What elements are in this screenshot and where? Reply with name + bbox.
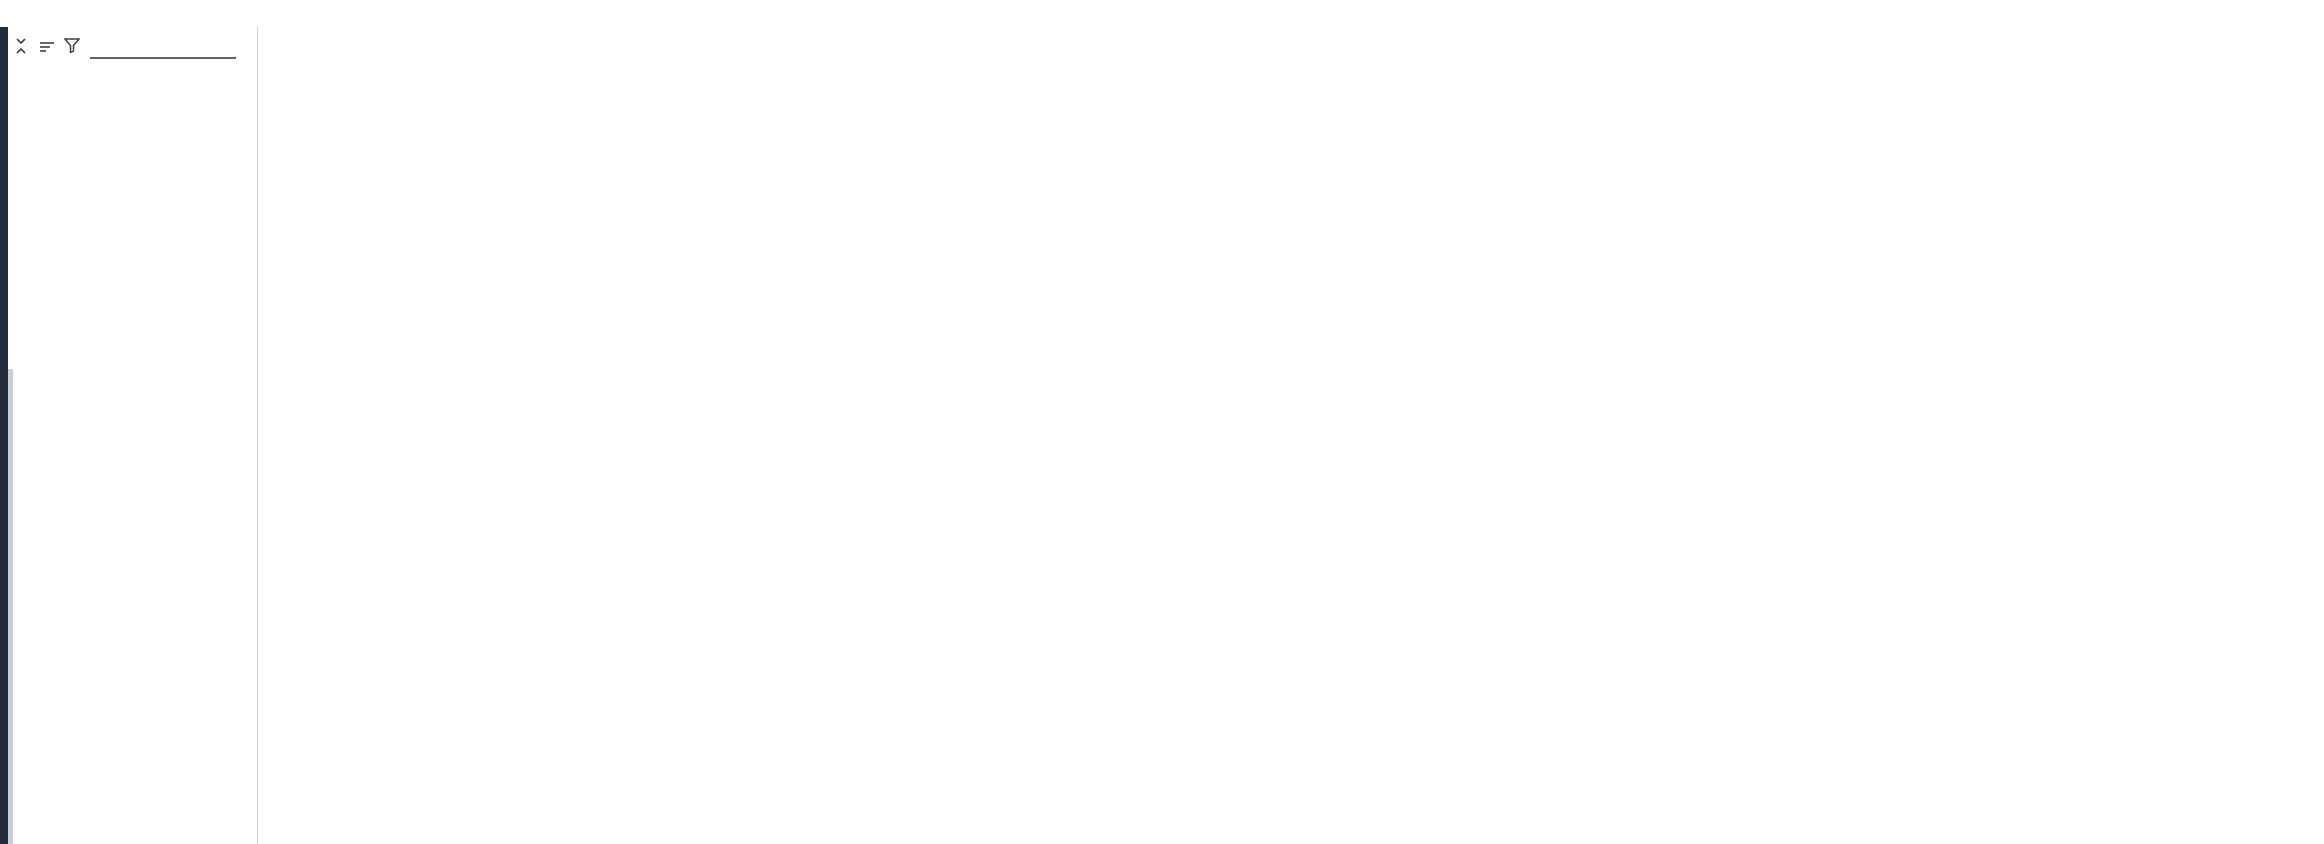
filter-funnel-icon[interactable] (63, 38, 81, 58)
left-edge-strip (0, 27, 8, 844)
collapse-all-icon[interactable] (14, 37, 28, 60)
sidebar-resizer[interactable] (257, 27, 258, 844)
workspace-selector[interactable] (90, 35, 236, 59)
sidebar-toolbar (0, 27, 2324, 65)
sort-lines-icon[interactable] (40, 40, 55, 58)
time-ruler[interactable] (0, 4, 2324, 28)
overview-minimap[interactable] (0, 0, 2324, 4)
process-indent-strip (8, 369, 13, 844)
